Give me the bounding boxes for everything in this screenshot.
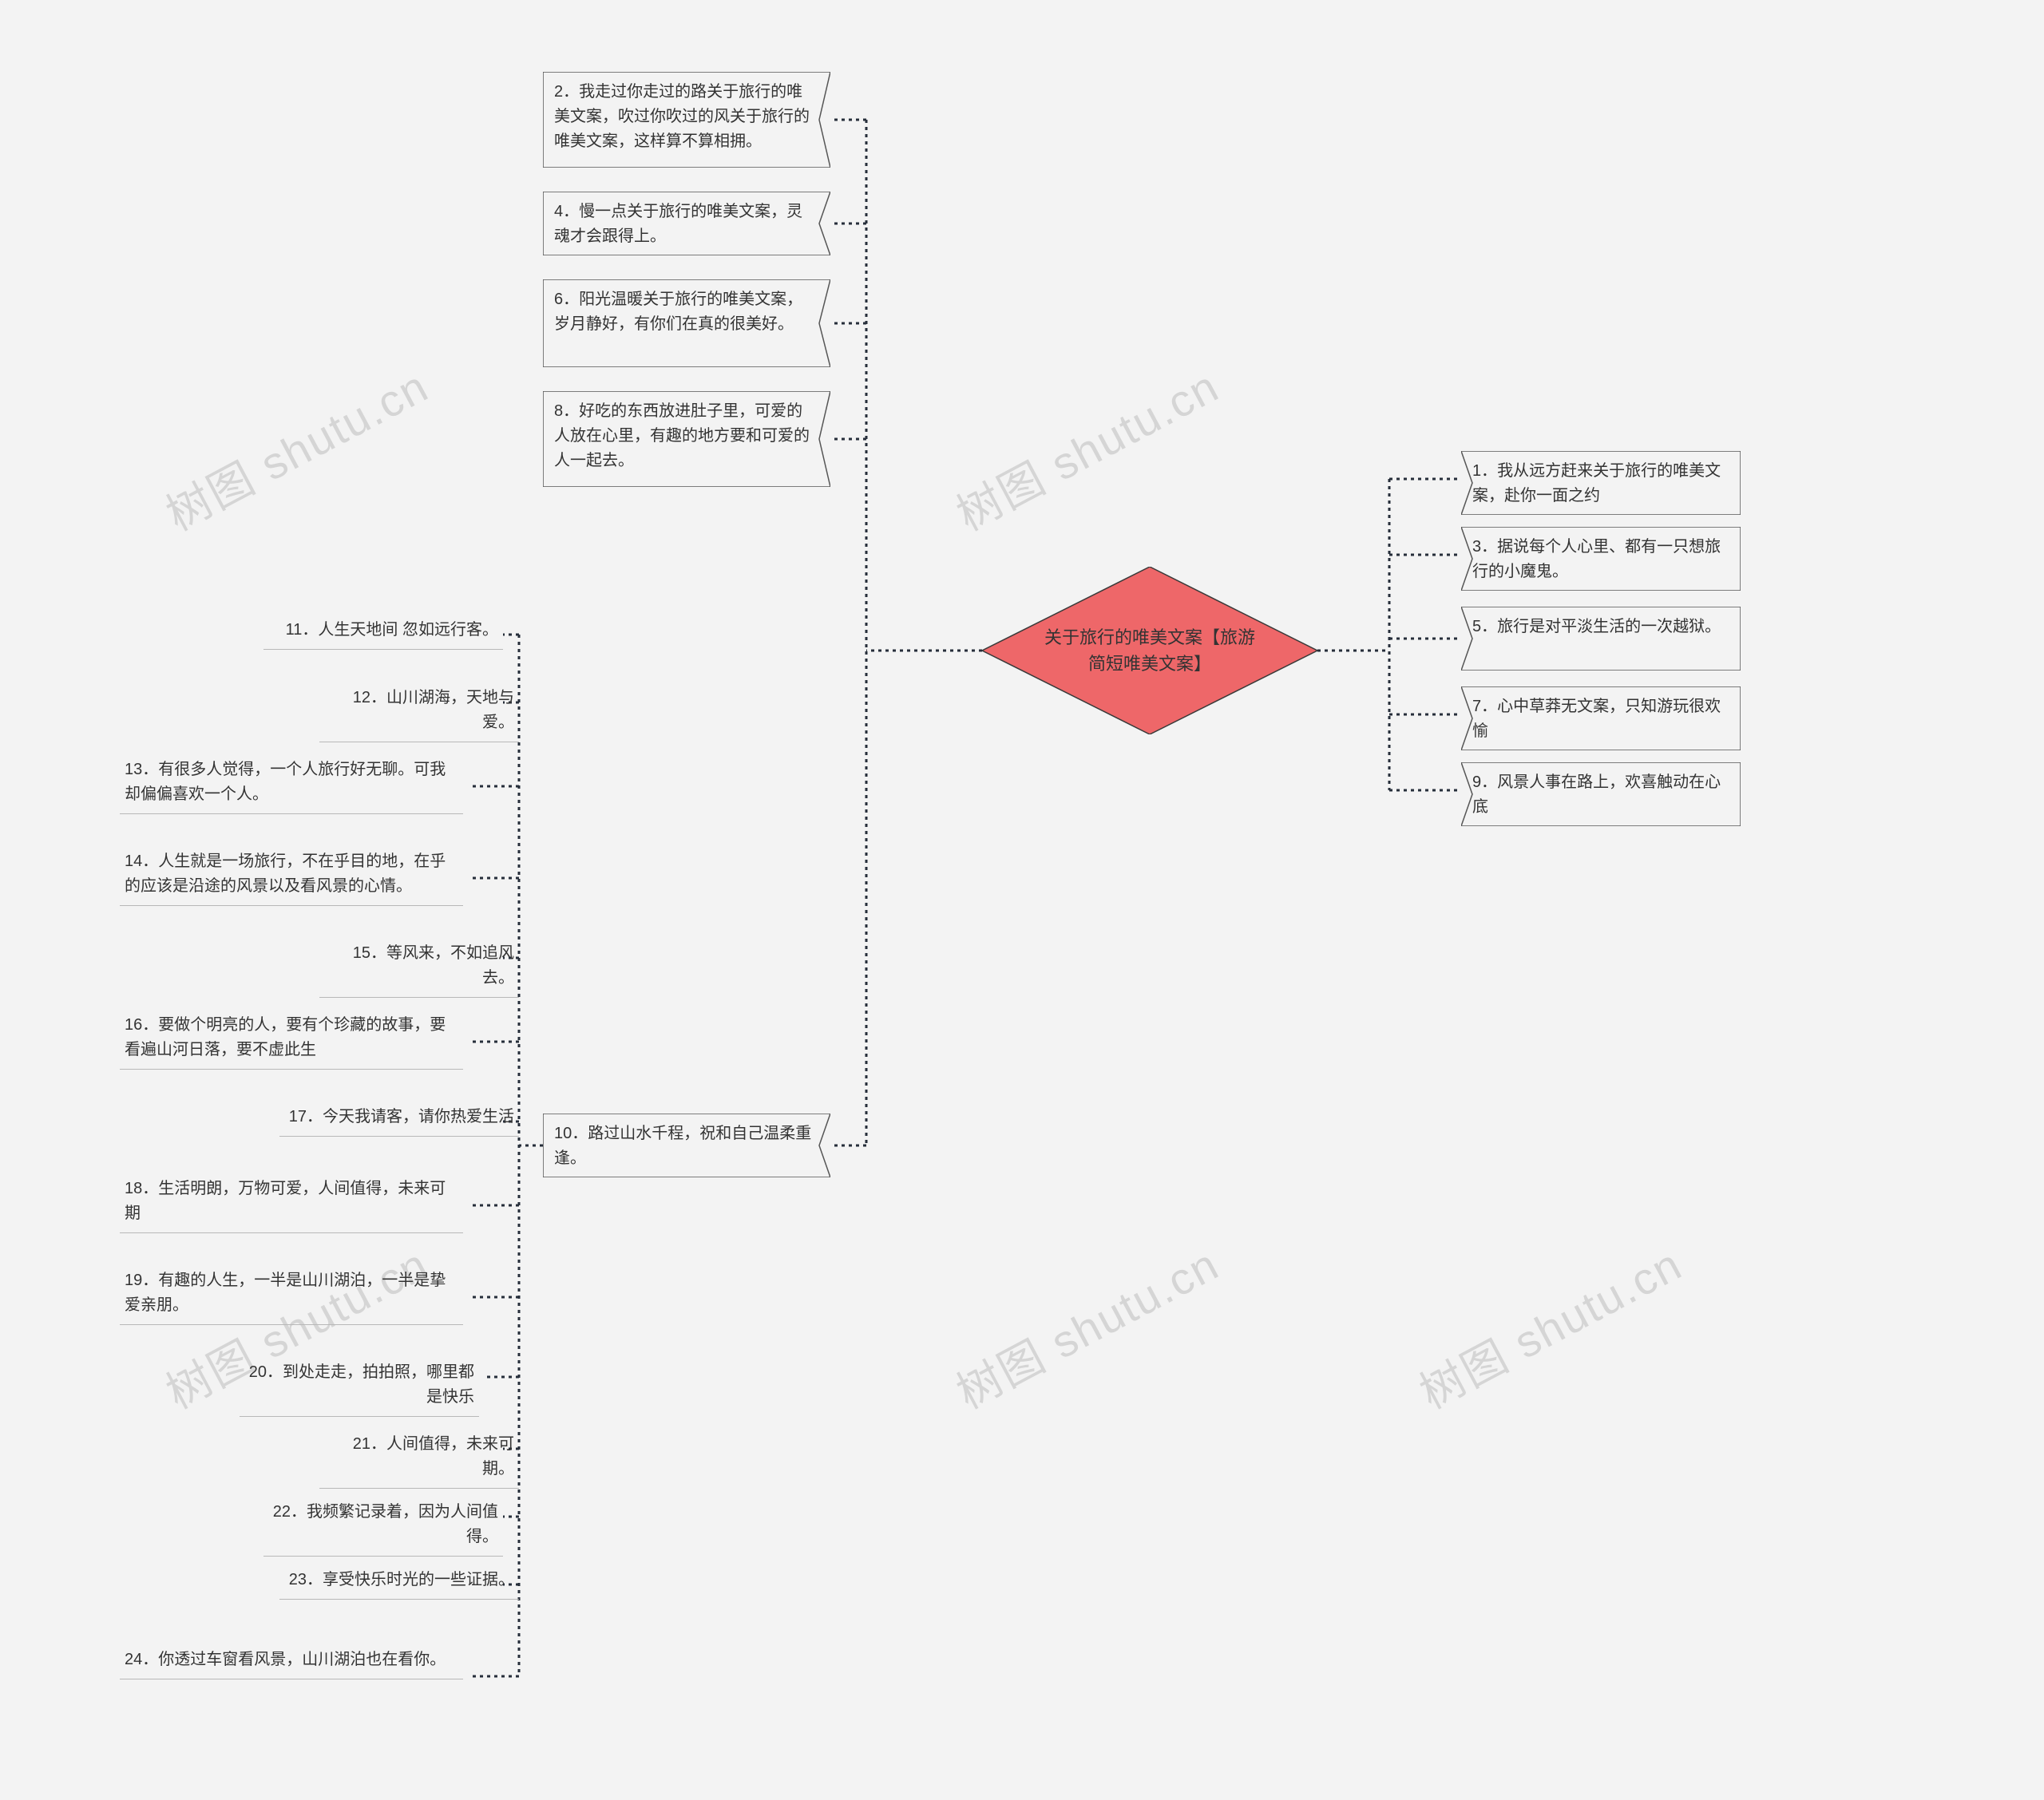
watermark: 树图 shutu.cn (944, 351, 1229, 544)
leaf-item-18[interactable]: 18．生活明朗，万物可爱，人间值得，未来可期 (120, 1173, 463, 1233)
node-item-4[interactable]: 4．慢一点关于旅行的唯美文案，灵魂才会跟得上。 (543, 192, 830, 255)
root-label: 关于旅行的唯美文案【旅游简短唯美文案】 (982, 567, 1317, 734)
leaf-text: 21．人间值得，未来可期。 (353, 1435, 514, 1478)
node-item-6[interactable]: 6．阳光温暖关于旅行的唯美文案，岁月静好，有你们在真的很美好。 (543, 279, 830, 367)
leaf-item-21[interactable]: 21．人间值得，未来可期。 (319, 1429, 519, 1489)
leaf-text: 16．要做个明亮的人，要有个珍藏的故事，要看遍山河日落，要不虚此生 (125, 1016, 446, 1058)
watermark: 树图 shutu.cn (1407, 1229, 1692, 1422)
leaf-item-23[interactable]: 23．享受快乐时光的一些证据。 (279, 1565, 519, 1600)
node-item-9[interactable]: 9．风景人事在路上，欢喜触动在心底 (1461, 762, 1741, 828)
leaf-item-22[interactable]: 22．我频繁记录着，因为人间值得。 (263, 1497, 503, 1557)
leaf-text: 24．你透过车窗看风景，山川湖泊也在看你。 (125, 1651, 446, 1668)
leaf-text: 19．有趣的人生，一半是山川湖泊，一半是挚爱亲朋。 (125, 1272, 446, 1314)
flag-border-icon (543, 1114, 830, 1177)
flag-border-icon (1461, 607, 1741, 671)
node-item-7[interactable]: 7．心中草莽无文案，只知游玩很欢愉 (1461, 686, 1741, 752)
node-text: 1．我从远方赶来关于旅行的唯美文案，赴你一面之约 (1472, 462, 1721, 504)
node-item-8[interactable]: 8．好吃的东西放进肚子里，可爱的人放在心里，有趣的地方要和可爱的人一起去。 (543, 391, 830, 487)
mindmap-canvas: 树图 shutu.cn 树图 shutu.cn 树图 shutu.cn 树图 s… (0, 0, 2044, 1800)
leaf-text: 20．到处走走，拍拍照，哪里都是快乐 (249, 1363, 474, 1406)
leaf-text: 22．我频繁记录着，因为人间值得。 (273, 1503, 498, 1545)
node-item-2[interactable]: 2．我走过你走过的路关于旅行的唯美文案，吹过你吹过的风关于旅行的唯美文案，这样算… (543, 72, 830, 168)
node-item-10[interactable]: 10．路过山水千程，祝和自己温柔重逢。 (543, 1114, 830, 1177)
flag-border-icon (1461, 527, 1741, 591)
watermark: 树图 shutu.cn (153, 351, 438, 544)
node-text: 4．慢一点关于旅行的唯美文案，灵魂才会跟得上。 (554, 203, 802, 245)
leaf-text: 15．等风来，不如追风去。 (353, 944, 514, 987)
leaf-text: 18．生活明朗，万物可爱，人间值得，未来可期 (125, 1180, 446, 1222)
leaf-item-15[interactable]: 15．等风来，不如追风去。 (319, 938, 519, 998)
leaf-text: 17．今天我请客，请你热爱生活 (289, 1108, 514, 1125)
node-item-1[interactable]: 1．我从远方赶来关于旅行的唯美文案，赴你一面之约 (1461, 451, 1741, 516)
node-text: 8．好吃的东西放进肚子里，可爱的人放在心里，有趣的地方要和可爱的人一起去。 (554, 402, 810, 469)
leaf-item-20[interactable]: 20．到处走走，拍拍照，哪里都是快乐 (240, 1357, 479, 1417)
leaf-text: 23．享受快乐时光的一些证据。 (289, 1571, 514, 1588)
leaf-text: 13．有很多人觉得，一个人旅行好无聊。可我却偏偏喜欢一个人。 (125, 761, 446, 803)
flag-border-icon (1461, 451, 1741, 515)
watermark: 树图 shutu.cn (944, 1229, 1229, 1422)
root-node[interactable]: 关于旅行的唯美文案【旅游简短唯美文案】 (982, 567, 1317, 734)
leaf-item-19[interactable]: 19．有趣的人生，一半是山川湖泊，一半是挚爱亲朋。 (120, 1265, 463, 1325)
node-text: 9．风景人事在路上，欢喜触动在心底 (1472, 773, 1721, 816)
leaf-item-24[interactable]: 24．你透过车窗看风景，山川湖泊也在看你。 (120, 1644, 463, 1679)
leaf-item-14[interactable]: 14．人生就是一场旅行，不在乎目的地，在乎的应该是沿途的风景以及看风景的心情。 (120, 846, 463, 906)
leaf-text: 11．人生天地间 忽如远行客。 (286, 621, 498, 639)
leaf-item-16[interactable]: 16．要做个明亮的人，要有个珍藏的故事，要看遍山河日落，要不虚此生 (120, 1010, 463, 1070)
leaf-text: 12．山川湖海，天地与爱。 (353, 689, 514, 731)
node-text: 5．旅行是对平淡生活的一次越狱。 (1472, 618, 1721, 635)
node-text: 6．阳光温暖关于旅行的唯美文案，岁月静好，有你们在真的很美好。 (554, 291, 802, 333)
leaf-item-13[interactable]: 13．有很多人觉得，一个人旅行好无聊。可我却偏偏喜欢一个人。 (120, 754, 463, 814)
leaf-item-17[interactable]: 17．今天我请客，请你热爱生活 (279, 1102, 519, 1137)
flag-border-icon (1461, 686, 1741, 750)
leaf-item-11[interactable]: 11．人生天地间 忽如远行客。 (263, 615, 503, 650)
node-item-5[interactable]: 5．旅行是对平淡生活的一次越狱。 (1461, 607, 1741, 647)
node-text: 2．我走过你走过的路关于旅行的唯美文案，吹过你吹过的风关于旅行的唯美文案，这样算… (554, 83, 810, 150)
node-item-3[interactable]: 3．据说每个人心里、都有一只想旅行的小魔鬼。 (1461, 527, 1741, 592)
leaf-text: 14．人生就是一场旅行，不在乎目的地，在乎的应该是沿途的风景以及看风景的心情。 (125, 853, 446, 895)
node-text: 10．路过山水千程，祝和自己温柔重逢。 (554, 1125, 811, 1167)
node-text: 3．据说每个人心里、都有一只想旅行的小魔鬼。 (1472, 538, 1721, 580)
flag-border-icon (1461, 762, 1741, 826)
leaf-item-12[interactable]: 12．山川湖海，天地与爱。 (319, 682, 519, 742)
node-text: 7．心中草莽无文案，只知游玩很欢愉 (1472, 698, 1721, 740)
flag-border-icon (543, 192, 830, 255)
